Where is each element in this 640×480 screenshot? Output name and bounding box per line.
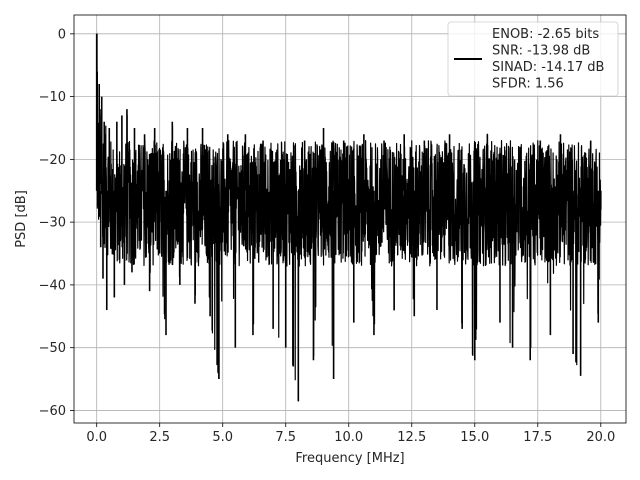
legend-enob-text: ENOB: -2.65 bits	[492, 27, 599, 42]
y-tick-label: −10	[39, 90, 66, 105]
x-tick-label: 17.5	[523, 430, 552, 445]
legend: ENOB: -2.65 bits SNR: -13.98 dB SINAD: -…	[447, 21, 619, 97]
series-layer	[95, 33, 602, 402]
x-tick-label: 0.0	[86, 430, 107, 445]
x-axis-label: Frequency [MHz]	[295, 451, 404, 466]
y-tick-label: −20	[39, 153, 66, 168]
x-axis-ticks: 0.0 2.5 5.0 7.5 10.0 12.5 15.0 17.5 20.0	[86, 423, 615, 445]
y-tick-label: −40	[39, 278, 66, 293]
x-tick-label: 15.0	[460, 430, 489, 445]
legend-sfdr-text: SFDR: 1.56	[492, 77, 564, 92]
x-tick-label: 12.5	[397, 430, 426, 445]
legend-box	[447, 21, 619, 97]
legend-sinad-text: SINAD: -14.17 dB	[492, 60, 604, 75]
x-tick-label: 10.0	[334, 430, 363, 445]
y-axis-ticks: 0 −10 −20 −30 −40 −50 −60	[39, 27, 74, 419]
y-tick-label: −60	[39, 404, 66, 419]
y-tick-label: −30	[39, 216, 66, 231]
legend-snr-text: SNR: -13.98 dB	[492, 44, 590, 59]
x-tick-label: 20.0	[586, 430, 615, 445]
x-tick-label: 2.5	[149, 430, 170, 445]
y-tick-label: 0	[58, 27, 66, 42]
x-tick-label: 7.5	[275, 430, 296, 445]
psd-series-line	[96, 33, 602, 402]
y-tick-label: −50	[39, 341, 66, 356]
y-axis-label: PSD [dB]	[14, 190, 29, 248]
plot-frame	[73, 14, 627, 424]
x-tick-label: 5.0	[212, 430, 233, 445]
